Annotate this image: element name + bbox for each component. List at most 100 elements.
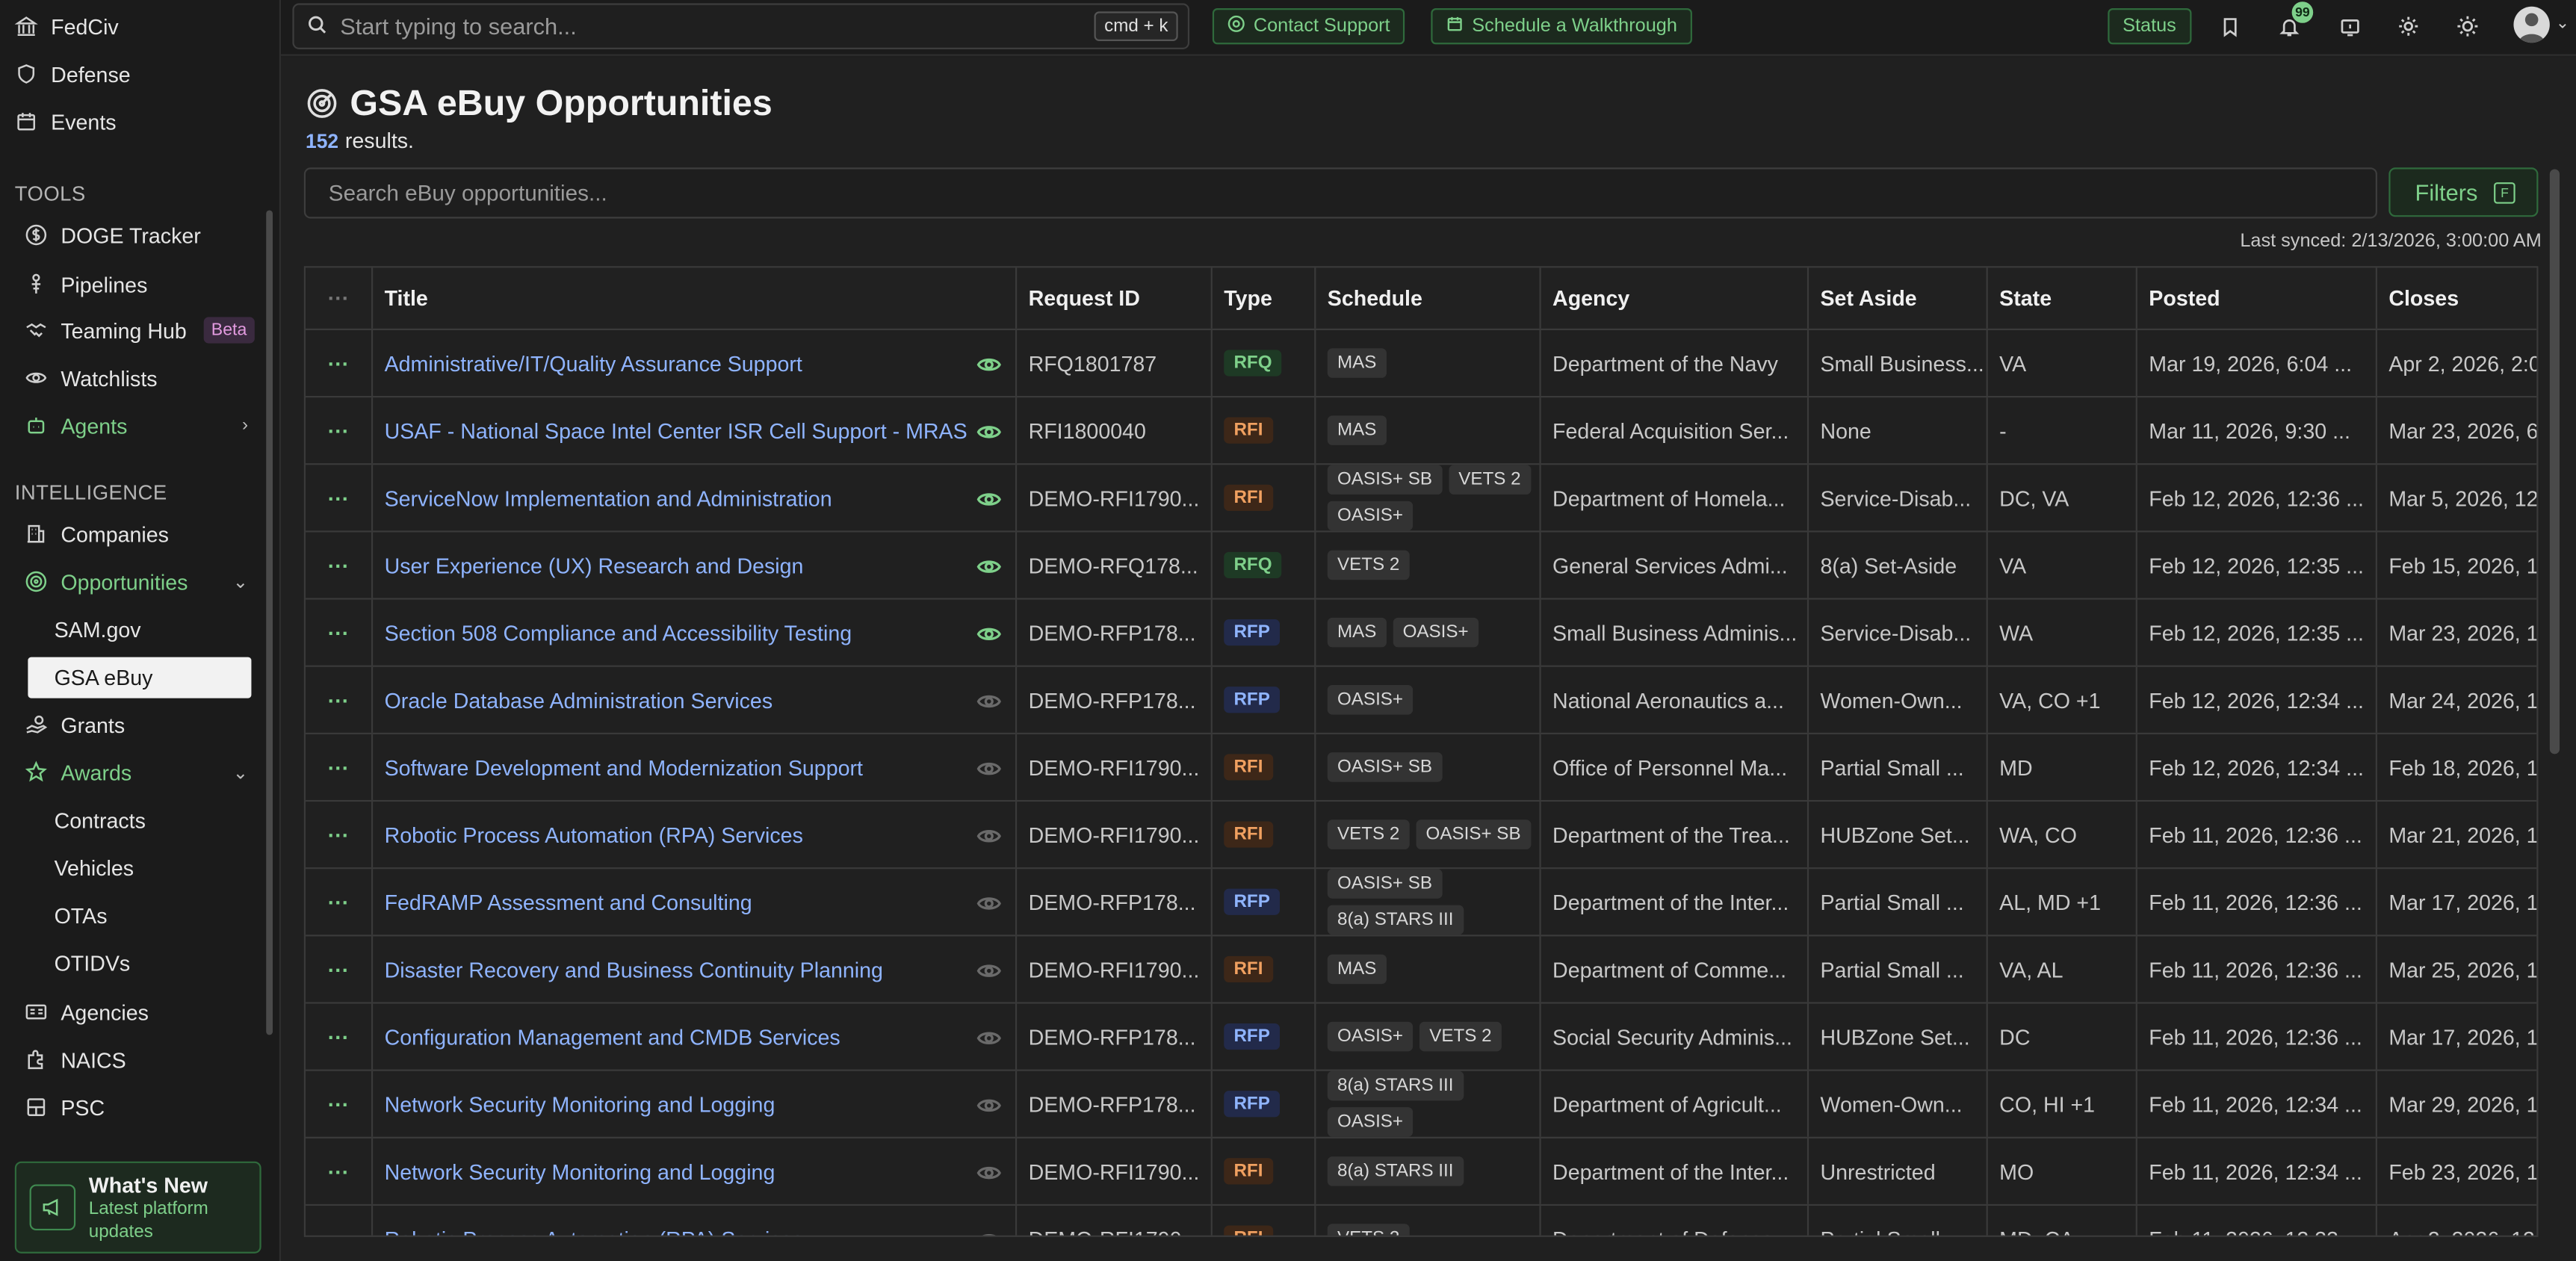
- gear-icon[interactable]: [2392, 10, 2425, 43]
- eye-icon[interactable]: [976, 419, 1002, 445]
- eye-icon[interactable]: [976, 688, 1002, 714]
- table-row[interactable]: ··· Network Security Monitoring and Loggi…: [306, 1071, 2537, 1138]
- opportunity-title-link[interactable]: ServiceNow Implementation and Administra…: [384, 485, 832, 510]
- schedule-walkthrough-button[interactable]: Schedule a Walkthrough: [1431, 7, 1692, 45]
- row-menu-button[interactable]: ···: [306, 869, 374, 935]
- row-menu-button[interactable]: ···: [306, 1206, 374, 1236]
- sidebar-item-agencies[interactable]: Agencies: [25, 992, 149, 1032]
- row-menu-button[interactable]: ···: [306, 532, 374, 598]
- sidebar-scrollbar[interactable]: [266, 210, 273, 1035]
- column-header-request-id[interactable]: Request ID: [1017, 267, 1213, 329]
- table-row[interactable]: ··· Robotic Process Automation (RPA) Serv…: [306, 1206, 2536, 1236]
- opportunity-title-link[interactable]: Robotic Process Automation (RPA) Service…: [385, 1227, 803, 1236]
- opportunity-title-link[interactable]: Configuration Management and CMDB Servic…: [384, 1024, 840, 1050]
- table-row[interactable]: ··· Section 508 Compliance and Accessibil…: [306, 599, 2537, 667]
- column-header-set-aside[interactable]: Set Aside: [1809, 267, 1988, 329]
- opportunity-title-link[interactable]: Network Security Monitoring and Logging: [384, 1159, 775, 1184]
- column-header-title[interactable]: Title: [373, 267, 1018, 329]
- sidebar-item-awards[interactable]: Awards ⌄: [25, 752, 255, 792]
- sidebar-item-vehicles[interactable]: Vehicles: [54, 855, 134, 881]
- main-scrollbar[interactable]: [2549, 169, 2560, 755]
- row-menu-button[interactable]: ···: [306, 1003, 374, 1070]
- opportunity-title-link[interactable]: Network Security Monitoring and Logging: [384, 1091, 775, 1117]
- opportunity-title-link[interactable]: Oracle Database Administration Services: [384, 687, 773, 713]
- opportunity-title-link[interactable]: USAF - National Space Intel Center ISR C…: [384, 418, 967, 443]
- row-menu-button[interactable]: ···: [306, 734, 374, 800]
- sidebar-item-agents[interactable]: Agents ›: [25, 406, 255, 445]
- sidebar-item-companies[interactable]: Companies: [25, 514, 169, 554]
- ebuy-search-input[interactable]: Search eBuy opportunities...: [303, 167, 2377, 219]
- column-header-posted[interactable]: Posted: [2137, 267, 2377, 329]
- opportunity-title-link[interactable]: Robotic Process Automation (RPA) Service…: [384, 822, 803, 847]
- table-row[interactable]: ··· User Experience (UX) Research and Des…: [306, 532, 2537, 600]
- opportunity-title-link[interactable]: Software Development and Modernization S…: [384, 755, 863, 780]
- row-menu-button[interactable]: ···: [306, 936, 374, 1003]
- sidebar-item-gsa-ebuy[interactable]: GSA eBuy: [28, 657, 252, 698]
- opportunity-title-link[interactable]: Administrative/IT/Quality Assurance Supp…: [384, 350, 802, 376]
- status-button[interactable]: Status: [2108, 7, 2191, 45]
- sidebar-item-otas[interactable]: OTAs: [54, 903, 108, 929]
- whats-new-card[interactable]: What's New Latest platform updates: [14, 1161, 261, 1254]
- sidebar-item-pipelines[interactable]: Pipelines: [25, 264, 147, 304]
- row-menu-button[interactable]: ···: [306, 666, 374, 733]
- chevron-down-icon[interactable]: ⌄: [2555, 14, 2570, 33]
- eye-icon[interactable]: [976, 1092, 1002, 1118]
- table-row[interactable]: ··· USAF - National Space Intel Center IS…: [306, 397, 2537, 465]
- opportunity-title-link[interactable]: Section 508 Compliance and Accessibility…: [384, 620, 852, 645]
- opportunity-title-link[interactable]: Disaster Recovery and Business Continuit…: [384, 956, 883, 982]
- column-header-closes[interactable]: Closes: [2388, 285, 2459, 311]
- sidebar-item-watchlists[interactable]: Watchlists: [25, 358, 158, 397]
- sidebar-item-defense[interactable]: Defense: [15, 55, 131, 94]
- table-row[interactable]: ··· Oracle Database Administration Servic…: [306, 666, 2537, 734]
- column-header-state[interactable]: State: [1988, 267, 2137, 329]
- row-menu-button[interactable]: ···: [306, 802, 374, 868]
- bookmark-icon[interactable]: [2213, 10, 2246, 43]
- sun-icon[interactable]: [2451, 10, 2484, 43]
- row-menu-button[interactable]: ···: [306, 329, 374, 396]
- eye-icon[interactable]: [976, 890, 1002, 917]
- eye-icon[interactable]: [976, 823, 1002, 849]
- table-row[interactable]: ··· Configuration Management and CMDB Ser…: [306, 1003, 2537, 1071]
- eye-icon[interactable]: [976, 554, 1002, 580]
- bell-icon[interactable]: 99: [2272, 1, 2314, 43]
- eye-icon[interactable]: [976, 486, 1002, 512]
- sidebar-item-otidvs[interactable]: OTIDVs: [54, 951, 131, 976]
- eye-icon[interactable]: [976, 1025, 1002, 1051]
- table-row[interactable]: ··· Network Security Monitoring and Loggi…: [306, 1138, 2537, 1206]
- table-row[interactable]: ··· Robotic Process Automation (RPA) Serv…: [306, 802, 2537, 870]
- eye-icon[interactable]: [976, 958, 1002, 984]
- row-menu-button[interactable]: ···: [306, 1138, 374, 1204]
- column-header-type[interactable]: Type: [1213, 267, 1316, 329]
- eye-icon[interactable]: [976, 756, 1002, 782]
- row-menu-button[interactable]: ···: [306, 397, 374, 464]
- sidebar-item-psc[interactable]: PSC: [25, 1088, 105, 1127]
- row-menu-button[interactable]: ···: [306, 599, 374, 666]
- sidebar-item-opportunities[interactable]: Opportunities ⌄: [25, 562, 255, 601]
- row-menu-header[interactable]: ···: [306, 267, 374, 329]
- eye-icon[interactable]: [976, 621, 1002, 647]
- table-row[interactable]: ··· FedRAMP Assessment and Consulting DEMO…: [306, 869, 2537, 937]
- sidebar-item-teaming-hub[interactable]: Teaming Hub Beta: [25, 311, 256, 350]
- sidebar-item-grants[interactable]: Grants: [25, 704, 125, 744]
- filters-button[interactable]: Filters F: [2388, 167, 2539, 217]
- sidebar-item-events[interactable]: Events: [15, 102, 117, 141]
- eye-icon[interactable]: [976, 1159, 1002, 1186]
- avatar[interactable]: [2513, 6, 2550, 43]
- message-icon[interactable]: [2333, 10, 2366, 43]
- table-row[interactable]: ··· Administrative/IT/Quality Assurance S…: [306, 329, 2537, 398]
- table-row[interactable]: ··· ServiceNow Implementation and Adminis…: [306, 465, 2537, 533]
- sidebar-item-sam-gov[interactable]: SAM.gov: [54, 617, 141, 642]
- sidebar-item-doge-tracker[interactable]: DOGE Tracker: [25, 215, 201, 255]
- global-search-input[interactable]: Start typing to search... cmd + k: [292, 3, 1190, 49]
- column-header-agency[interactable]: Agency: [1541, 267, 1809, 329]
- table-row[interactable]: ··· Disaster Recovery and Business Contin…: [306, 936, 2537, 1004]
- opportunity-title-link[interactable]: FedRAMP Assessment and Consulting: [384, 889, 752, 914]
- contact-support-button[interactable]: Contact Support: [1212, 7, 1405, 45]
- opportunity-title-link[interactable]: User Experience (UX) Research and Design: [384, 552, 804, 577]
- eye-icon[interactable]: [976, 352, 1002, 378]
- row-menu-button[interactable]: ···: [306, 1071, 374, 1137]
- table-row[interactable]: ··· Software Development and Modernizatio…: [306, 734, 2537, 802]
- sidebar-item-contracts[interactable]: Contracts: [54, 808, 146, 833]
- sidebar-item-naics[interactable]: NAICS: [25, 1040, 126, 1079]
- eye-icon[interactable]: [976, 1227, 1002, 1236]
